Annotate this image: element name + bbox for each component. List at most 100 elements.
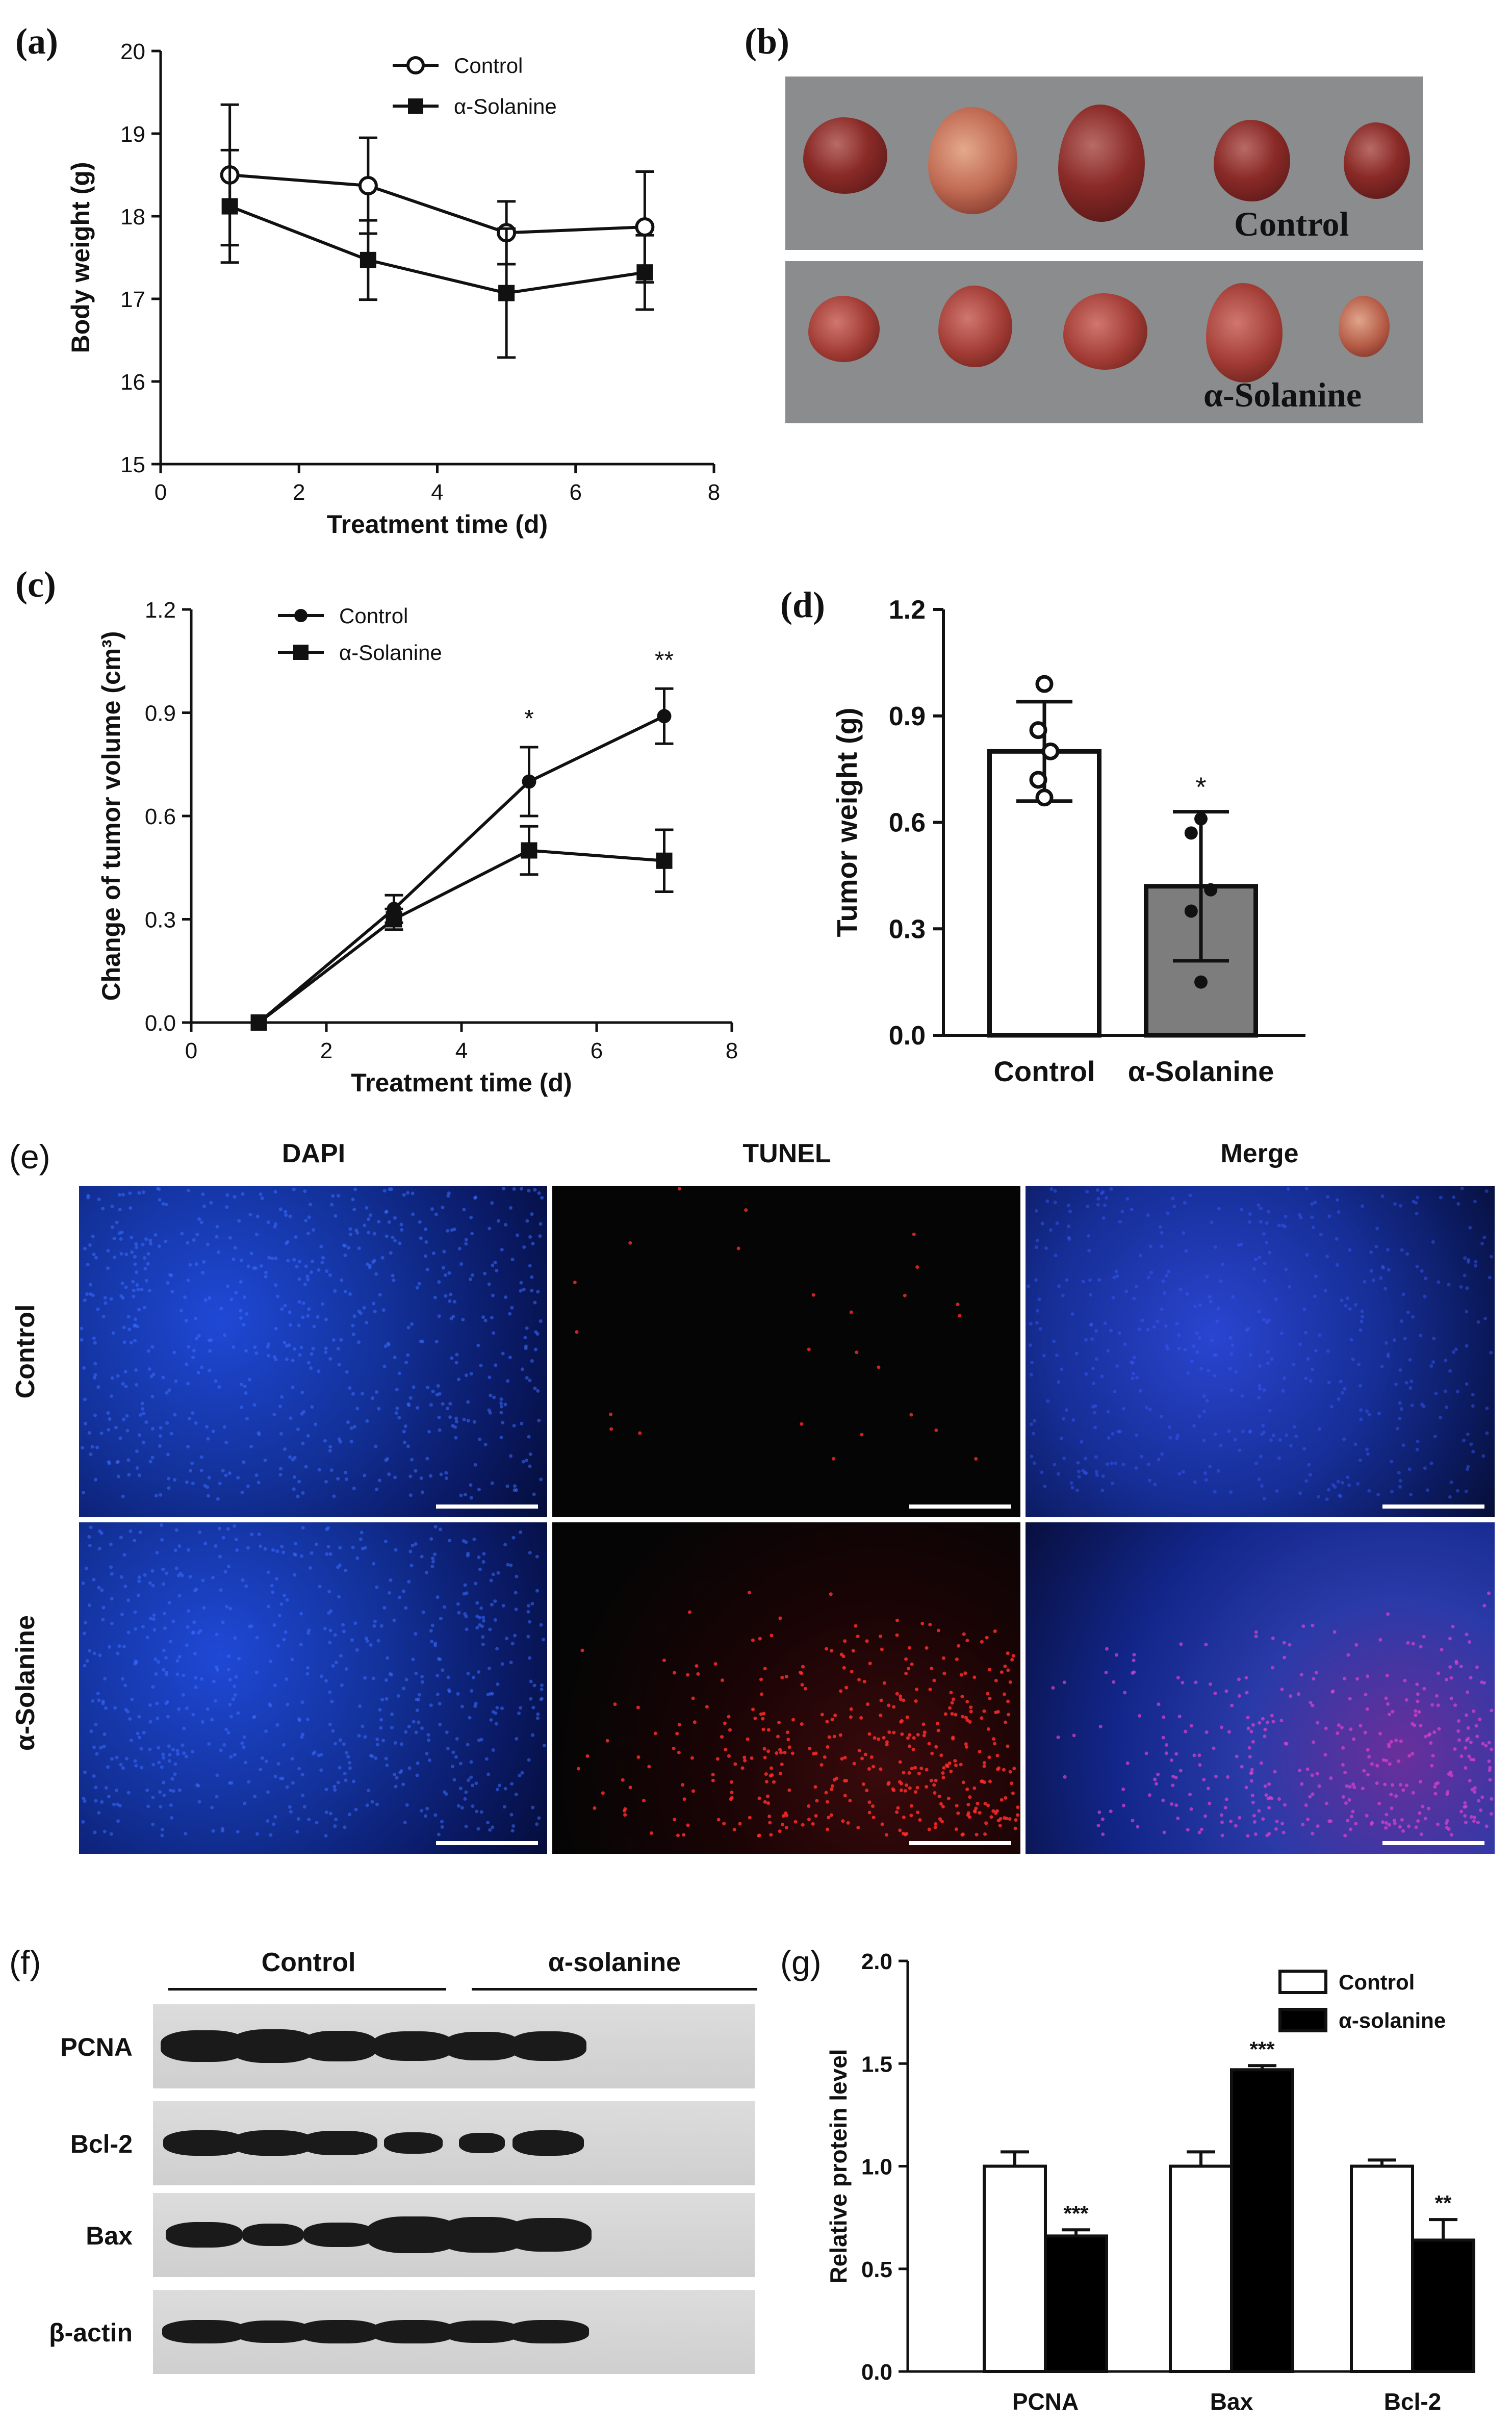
fluorescent-dot — [121, 1766, 125, 1770]
fluorescent-dot — [1266, 1797, 1270, 1801]
fluorescent-dot — [527, 1435, 531, 1439]
fluorescent-dot — [100, 1588, 104, 1592]
fluorescent-dot — [466, 1553, 470, 1558]
fluorescent-dot — [1257, 1395, 1261, 1399]
fluorescent-dot — [141, 1242, 145, 1246]
fluorescent-dot — [1246, 1327, 1250, 1331]
fluorescent-dot — [143, 1267, 147, 1271]
data-point — [360, 251, 376, 268]
fluorescent-dot — [236, 1711, 240, 1715]
fluorescent-dot — [1319, 1233, 1323, 1237]
fluorescent-dot — [1309, 1473, 1313, 1477]
fluorescent-dot — [172, 1350, 176, 1355]
fluorescent-dot — [891, 1787, 895, 1791]
fluorescent-dot — [1308, 1795, 1312, 1799]
tumor-control-1 — [803, 117, 887, 194]
fluorescent-dot — [677, 1723, 681, 1727]
fluorescent-dot — [477, 1555, 481, 1560]
fluorescent-dot — [1028, 1343, 1032, 1347]
fluorescent-dot — [244, 1584, 248, 1588]
fluorescent-dot — [536, 1290, 540, 1294]
fluorescent-dot — [222, 1425, 226, 1429]
fluorescent-dot — [1089, 1323, 1093, 1327]
fluorescent-dot — [440, 1825, 444, 1829]
fluorescent-dot — [1224, 1797, 1228, 1801]
fluorescent-dot — [542, 1744, 546, 1748]
blot-band — [510, 2031, 586, 2061]
fluorescent-dot — [1289, 1444, 1293, 1448]
fluorescent-dot — [129, 1738, 133, 1742]
fluorescent-dot — [1183, 1201, 1187, 1205]
fluorescent-dot — [85, 1659, 89, 1663]
fluorescent-dot — [1246, 1716, 1250, 1720]
fluorescent-dot — [825, 1827, 829, 1831]
fluorescent-dot — [194, 1337, 198, 1341]
fluorescent-dot — [489, 1692, 493, 1696]
fluorescent-dot — [510, 1829, 515, 1833]
fluorescent-dot — [193, 1316, 197, 1320]
fluorescent-dot — [285, 1241, 289, 1245]
legend-label: Control — [1339, 1970, 1415, 1994]
fluorescent-dot — [1336, 1731, 1340, 1736]
fluorescent-dot — [1192, 1424, 1196, 1428]
fluorescent-dot — [275, 1723, 279, 1727]
fluorescent-dot — [938, 1817, 942, 1821]
fluorescent-dot — [1337, 1397, 1341, 1401]
fluorescent-dot — [1268, 1409, 1272, 1413]
fluorescent-dot — [488, 1375, 492, 1380]
fluorescent-dot — [1394, 1382, 1398, 1386]
fluorescent-dot — [466, 1671, 470, 1675]
fluorescent-dot — [143, 1573, 147, 1577]
fluorescent-dot — [169, 1803, 173, 1807]
fluorescent-dot — [377, 1478, 381, 1483]
fluorescent-dot — [402, 1687, 406, 1691]
fluorescent-dot — [1081, 1469, 1085, 1473]
fluorescent-dot — [197, 1334, 201, 1338]
fluorescent-dot — [807, 1817, 811, 1821]
fluorescent-dot — [421, 1610, 425, 1614]
fluorescent-dot — [935, 1721, 939, 1725]
fluorescent-dot — [1072, 1733, 1076, 1738]
fluorescent-dot — [420, 1808, 424, 1813]
fluorescent-dot — [239, 1316, 243, 1320]
fluorescent-dot — [367, 1217, 371, 1221]
fluorescent-dot — [1077, 1469, 1081, 1473]
fluorescent-dot — [1162, 1291, 1166, 1295]
fluorescent-dot — [1310, 1215, 1314, 1219]
fluorescent-dot — [1084, 1471, 1088, 1475]
fluorescent-dot — [929, 1778, 933, 1782]
fluorescent-dot — [443, 1605, 447, 1609]
fluorescent-dot — [1195, 1331, 1199, 1335]
fluorescent-dot — [918, 1818, 922, 1822]
fluorescent-dot — [120, 1281, 124, 1285]
fluorescent-dot — [456, 1692, 460, 1696]
fluorescent-dot — [325, 1269, 329, 1273]
fluorescent-dot — [97, 1547, 101, 1551]
fluorescent-dot — [1456, 1729, 1460, 1733]
fluorescent-dot — [1053, 1201, 1057, 1205]
fluorescent-dot — [480, 1624, 484, 1628]
fluorescent-dot — [407, 1766, 412, 1770]
fluorescent-dot — [361, 1546, 365, 1550]
fluorescent-dot — [266, 1570, 270, 1574]
fluorescent-dot — [304, 1219, 308, 1223]
fluorescent-dot — [832, 1778, 836, 1782]
fluorescent-dot — [351, 1332, 355, 1336]
fluorescent-dot — [393, 1239, 397, 1243]
fluorescent-dot — [87, 1431, 91, 1435]
fluorescent-dot — [916, 1810, 920, 1815]
fluorescent-dot — [311, 1751, 315, 1755]
fluorescent-dot — [1343, 1771, 1347, 1775]
fluorescent-dot — [1004, 1720, 1008, 1724]
fluorescent-dot — [1193, 1480, 1197, 1484]
y-tick-label: 2.0 — [861, 1949, 892, 1974]
legend-marker — [408, 98, 423, 114]
fluorescent-dot — [1341, 1795, 1345, 1799]
fluorescent-dot — [150, 1426, 155, 1431]
fluorescent-dot — [438, 1657, 442, 1662]
fluorescent-dot — [153, 1657, 158, 1662]
fluorescent-dot — [1386, 1355, 1390, 1359]
fluorescent-dot — [248, 1213, 252, 1217]
fluorescent-dot — [530, 1601, 534, 1605]
